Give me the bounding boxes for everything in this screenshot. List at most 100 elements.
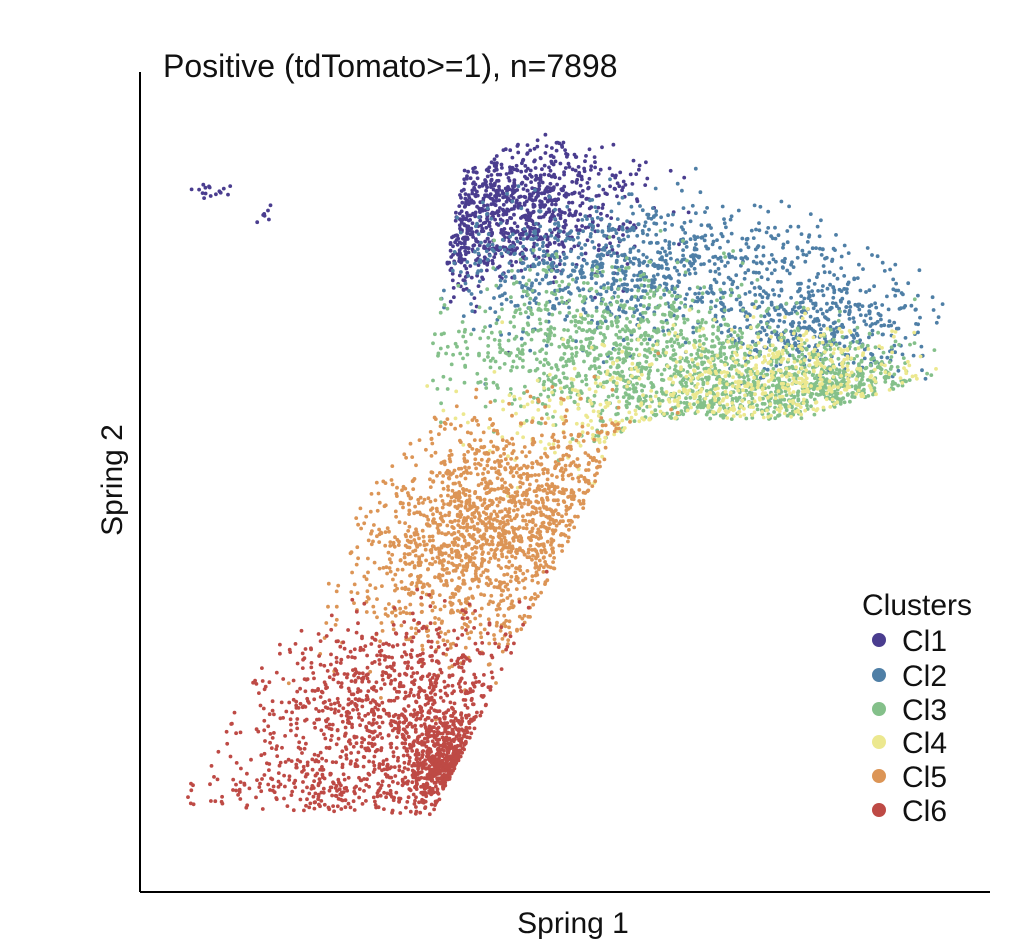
scatter-point [458, 230, 463, 235]
scatter-point [705, 392, 709, 397]
scatter-point [547, 165, 551, 170]
scatter-point [792, 373, 797, 377]
scatter-point [821, 284, 825, 288]
scatter-point [918, 315, 922, 320]
scatter-point [908, 342, 912, 347]
scatter-point [451, 244, 455, 249]
scatter-point [530, 186, 535, 191]
scatter-point [891, 287, 896, 292]
scatter-point [845, 348, 850, 353]
scatter-point [605, 379, 609, 384]
scatter-point [552, 488, 557, 492]
scatter-point [538, 199, 542, 204]
scatter-point [521, 187, 526, 191]
scatter-point [509, 216, 514, 221]
scatter-point [839, 382, 843, 387]
scatter-point [483, 377, 488, 382]
scatter-point [564, 408, 569, 412]
scatter-point [907, 363, 912, 368]
scatter-point [543, 446, 548, 451]
scatter-point [769, 302, 774, 307]
scatter-point [452, 499, 457, 504]
scatter-point [602, 286, 606, 290]
scatter-point [770, 383, 775, 388]
scatter-point [535, 144, 540, 149]
scatter-point [755, 403, 759, 408]
scatter-point [618, 238, 623, 243]
scatter-point [668, 251, 672, 255]
scatter-point [647, 337, 652, 342]
scatter-point [831, 351, 836, 355]
scatter-point [569, 273, 573, 278]
scatter-point [799, 281, 803, 286]
scatter-point [698, 395, 702, 399]
scatter-point [752, 286, 757, 290]
scatter-point [723, 389, 728, 394]
scatter-point [754, 261, 759, 266]
scatter-point [543, 332, 548, 336]
scatter-point [880, 260, 885, 265]
scatter-point [562, 328, 566, 332]
scatter-point [457, 248, 462, 253]
scatter-point [556, 197, 561, 202]
scatter-point [724, 225, 728, 230]
scatter-point [485, 463, 490, 468]
scatter-point [903, 304, 908, 308]
scatter-point [800, 300, 805, 305]
scatter-point [618, 170, 623, 175]
scatter-point [715, 238, 719, 243]
scatter-point [609, 244, 614, 249]
scatter-point [653, 277, 657, 282]
scatter-point [544, 343, 549, 348]
scatter-point [779, 199, 784, 204]
scatter-point [661, 378, 666, 382]
scatter-point [201, 182, 206, 187]
scatter-point [642, 259, 647, 264]
scatter-point [920, 368, 924, 373]
scatter-point [487, 165, 492, 170]
scatter-point [514, 260, 518, 264]
scatter-point [522, 201, 527, 206]
scatter-point [814, 363, 819, 368]
scatter-point [720, 398, 725, 403]
scatter-point [523, 384, 527, 389]
scatter-point [857, 262, 861, 267]
scatter-point [644, 160, 648, 165]
scatter-point [463, 363, 467, 368]
scatter-point [499, 162, 504, 167]
scatter-point [548, 219, 552, 224]
scatter-point [662, 412, 666, 416]
scatter-point [660, 325, 665, 330]
scatter-point [624, 403, 629, 408]
scatter-point [600, 314, 605, 318]
scatter-point [491, 380, 496, 385]
scatter-point [898, 376, 903, 380]
scatter-point [491, 266, 496, 270]
scatter-point [494, 154, 499, 158]
scatter-point [484, 249, 489, 254]
scatter-point [559, 415, 564, 420]
scatter-point [906, 359, 910, 364]
scatter-point [722, 345, 727, 350]
scatter-point [883, 380, 888, 384]
scatter-point [767, 313, 772, 317]
scatter-point [586, 423, 591, 427]
scatter-point [640, 372, 644, 377]
scatter-point [620, 369, 624, 374]
scatter-point [624, 416, 629, 421]
scatter-point [521, 327, 526, 331]
scatter-point [554, 296, 559, 301]
scatter-point [710, 350, 715, 355]
scatter-point [740, 364, 745, 369]
scatter-point [765, 372, 770, 377]
scatter-point [671, 380, 675, 385]
scatter-point [849, 370, 854, 375]
scatter-point [768, 402, 773, 407]
scatter-point [797, 321, 801, 325]
scatter-point [520, 161, 524, 166]
scatter-point [749, 387, 754, 392]
scatter-point [566, 338, 571, 343]
scatter-point [593, 381, 598, 385]
scatter-point [759, 314, 763, 318]
scatter-point [454, 238, 459, 242]
